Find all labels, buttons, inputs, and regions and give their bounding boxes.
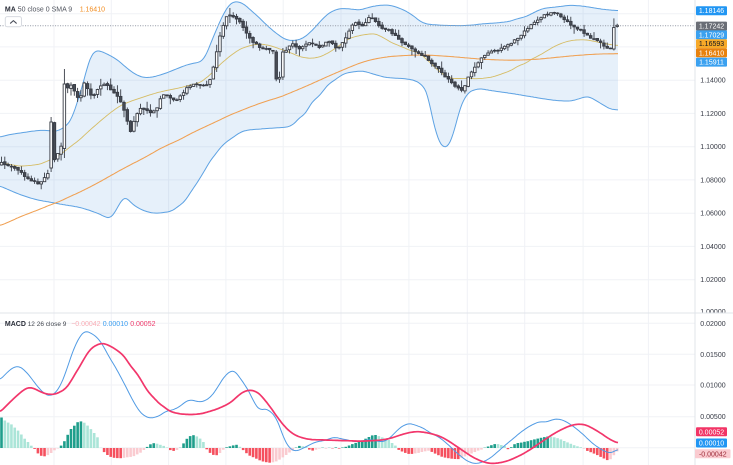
svg-text:0.01500: 0.01500: [700, 352, 725, 359]
svg-text:1.16410: 1.16410: [699, 50, 724, 57]
svg-text:0.01000: 0.01000: [700, 383, 725, 390]
svg-text:1.17242: 1.17242: [699, 24, 724, 31]
svg-text:0.00010: 0.00010: [699, 441, 724, 448]
svg-text:1.18146: 1.18146: [699, 8, 724, 15]
svg-text:1.12000: 1.12000: [700, 111, 725, 118]
svg-text:1.10000: 1.10000: [700, 144, 725, 151]
svg-text:1.02000: 1.02000: [700, 277, 725, 284]
svg-text:1.14000: 1.14000: [700, 78, 725, 85]
svg-text:MA 50 close 0 SMA 91.16410: MA 50 close 0 SMA 9 1.16410: [5, 7, 105, 14]
svg-text:1.06000: 1.06000: [700, 211, 725, 218]
svg-text:1.04000: 1.04000: [700, 244, 725, 251]
svg-text:1.17029: 1.17029: [699, 32, 724, 39]
svg-text:0.02000: 0.02000: [700, 321, 725, 328]
svg-text:1.00000: 1.00000: [700, 309, 725, 316]
svg-text:0.00052: 0.00052: [699, 429, 724, 436]
svg-text:-0.00042: -0.00042: [699, 451, 727, 458]
svg-text:1.16593: 1.16593: [699, 41, 724, 48]
svg-text:0.00500: 0.00500: [700, 414, 725, 421]
svg-text:1.15911: 1.15911: [699, 60, 724, 67]
svg-text:1.08000: 1.08000: [700, 177, 725, 184]
